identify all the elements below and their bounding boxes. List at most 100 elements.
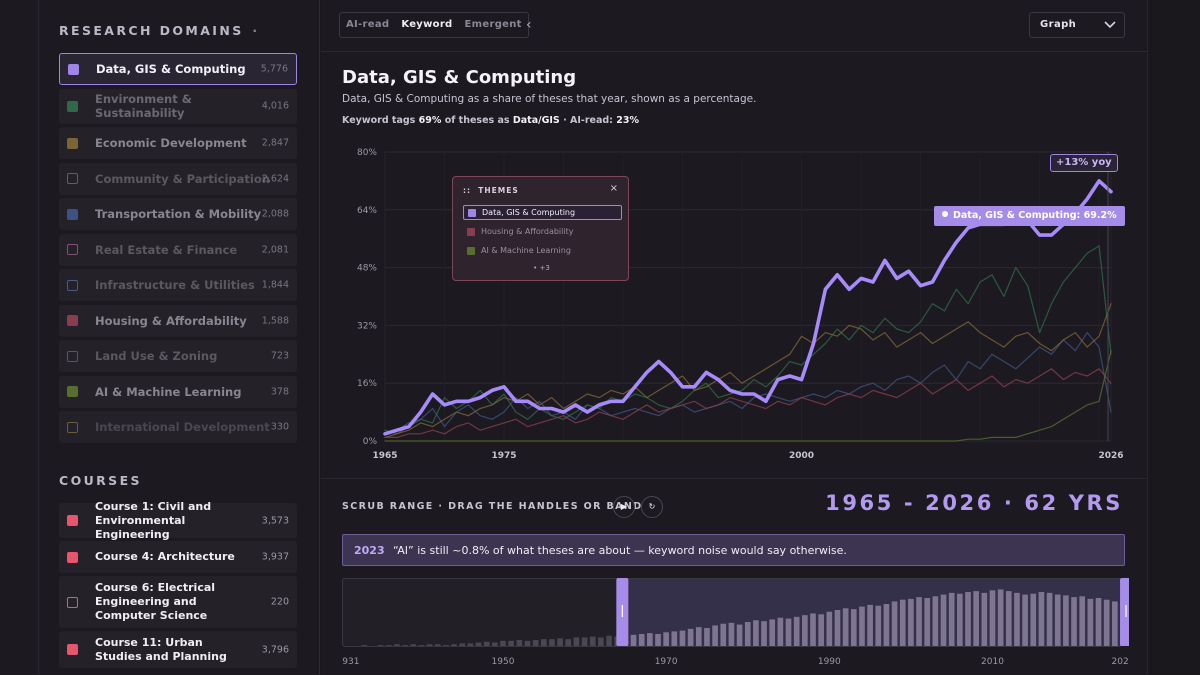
chart-title: Data, GIS & Computing [342, 67, 577, 88]
mode-tab[interactable]: Emergent [464, 19, 522, 30]
scrub-bar [549, 639, 555, 646]
scrub-bar [883, 604, 890, 646]
caption-text: “AI” is still ~0.8% of what theses are a… [393, 544, 847, 557]
scrub-bar [850, 609, 857, 646]
domain-item[interactable]: Housing & Affordability 1,588 [59, 304, 297, 337]
mode-tab[interactable]: Keyword [401, 19, 453, 30]
scrub-bar [1071, 597, 1077, 646]
scrub-bar [671, 631, 678, 646]
domain-item[interactable]: Land Use & Zoning 723 [59, 340, 297, 372]
mode-tab[interactable]: AI-read [346, 19, 390, 30]
course-item[interactable]: Course 11: Urban Studies and Planning 3,7… [59, 631, 297, 668]
domain-count: 5,776 [260, 63, 288, 75]
scrub-bar [606, 635, 612, 646]
scrub-bar [940, 594, 947, 646]
domain-count: 723 [270, 350, 289, 362]
course-count: 3,573 [261, 515, 289, 526]
theme-item[interactable]: Housing & Affordability [463, 224, 622, 239]
scrub-bar [418, 645, 425, 646]
scrub-bar [434, 644, 441, 646]
domain-item[interactable]: Environment & Sustainability 4,016 [59, 88, 297, 124]
domain-item[interactable]: International Development 330 [59, 411, 297, 443]
domain-item[interactable]: Data, GIS & Computing 5,776 [59, 53, 297, 85]
scrub-bar [655, 634, 661, 646]
scrub-bar [483, 641, 490, 646]
domain-label: Economic Development [95, 136, 247, 150]
scrub-bar [753, 620, 759, 646]
theme-item[interactable]: Data, GIS & Computing [463, 205, 622, 220]
scrub-bar [589, 636, 596, 646]
course-label: Course 11: Urban Studies and Planning [95, 635, 227, 663]
scrub-bar [948, 592, 955, 646]
scrub-bar [875, 605, 882, 646]
domain-label: Community & Participation [95, 171, 270, 186]
scrub-bar [744, 622, 751, 646]
scrub-bar [1022, 594, 1028, 646]
theme-color-swatch [467, 227, 475, 236]
course-item[interactable]: Course 1: Civil and Environmental Engine… [59, 500, 297, 541]
scrub-bar [492, 642, 498, 646]
domain-count: 378 [270, 386, 289, 397]
collapse-chevron-icon[interactable]: ‹ [526, 17, 532, 33]
domain-item[interactable]: Economic Development 2,847 [59, 127, 297, 159]
course-color-swatch [67, 596, 78, 608]
scrub-bar [557, 638, 563, 646]
scrub-bar [712, 625, 718, 646]
scrub-bar [565, 639, 572, 646]
domain-list: Data, GIS & Computing 5,776 Environment & … [59, 53, 297, 447]
domain-item[interactable]: Transportation & Mobility 2,088 [59, 198, 297, 230]
scrub-range-label: SCRUB RANGE · DRAG THE HANDLES OR BAND [342, 501, 643, 512]
scrub-bar [573, 637, 580, 646]
domain-item[interactable]: Infrastructure & Utilities 1,844 [59, 269, 297, 301]
view-select[interactable]: Graph [1029, 12, 1125, 38]
domain-label: Data, GIS & Computing [96, 62, 246, 76]
domain-count: 2,624 [261, 173, 289, 184]
reset-button[interactable]: ↻ [641, 496, 663, 518]
domain-label: Housing & Affordability [95, 313, 247, 328]
scrub-tick-label: 2010 [981, 657, 1004, 667]
course-item[interactable]: Course 6: Electrical Engineering and Com… [59, 576, 297, 628]
year-caption: 2023 “AI” is still ~0.8% of what theses … [342, 534, 1125, 566]
domain-label: Transportation & Mobility [95, 207, 262, 221]
scrub-bar [793, 616, 800, 646]
domain-item[interactable]: AI & Machine Learning 378 [59, 375, 297, 408]
domain-count: 1,844 [261, 279, 289, 291]
domain-label: International Development [95, 420, 270, 434]
course-label: Course 4: Architecture [95, 550, 235, 563]
drag-handle-icon[interactable]: :: [463, 186, 471, 195]
domain-item[interactable]: Community & Participation 2,624 [59, 162, 297, 195]
course-item[interactable]: Course 4: Architecture 3,937 [59, 541, 297, 573]
scrub-bar [899, 599, 906, 646]
y-tick-label: 32% [357, 321, 377, 331]
close-icon[interactable]: × [609, 183, 618, 194]
play-button[interactable]: ▶ [613, 496, 635, 518]
course-count: 3,796 [261, 644, 289, 655]
scrub-bar [932, 596, 939, 646]
themes-panel-title: :: THEMES [463, 186, 519, 195]
series-value-tooltip: Data, GIS & Computing: 69.2% [934, 206, 1125, 226]
domain-item[interactable]: Real Estate & Finance 2,081 [59, 233, 297, 266]
scrub-bar [989, 590, 996, 646]
domain-count: 330 [270, 421, 289, 433]
research-domains-heading: RESEARCH DOMAINS · [59, 23, 260, 38]
course-list: Course 1: Civil and Environmental Engine… [59, 500, 297, 671]
range-end-handle[interactable] [1120, 578, 1129, 646]
chevron-down-icon [1104, 21, 1116, 29]
chart-subtitle: Data, GIS & Computing as a share of thes… [342, 93, 757, 105]
scrub-bar [1079, 596, 1086, 646]
domain-label: Environment & Sustainability [95, 92, 192, 120]
themes-more-link[interactable]: • +3 [533, 264, 550, 272]
domain-color-swatch [67, 137, 78, 149]
scrub-bar [581, 637, 588, 646]
course-count: 220 [270, 596, 289, 608]
theme-item[interactable]: AI & Machine Learning [463, 243, 622, 258]
sidebar: RESEARCH DOMAINS · Data, GIS & Computing… [0, 0, 320, 675]
scrub-bar [720, 623, 727, 646]
scrub-histogram[interactable]: 1931 1950 1970 1990 2010 2026 [342, 576, 1129, 670]
scrub-bar [1103, 599, 1110, 646]
domain-color-swatch [67, 421, 78, 433]
range-display: 1965 - 2026 · 62 YRS [825, 491, 1123, 515]
sidebar-rule [38, 0, 320, 675]
section-divider [321, 478, 1148, 479]
